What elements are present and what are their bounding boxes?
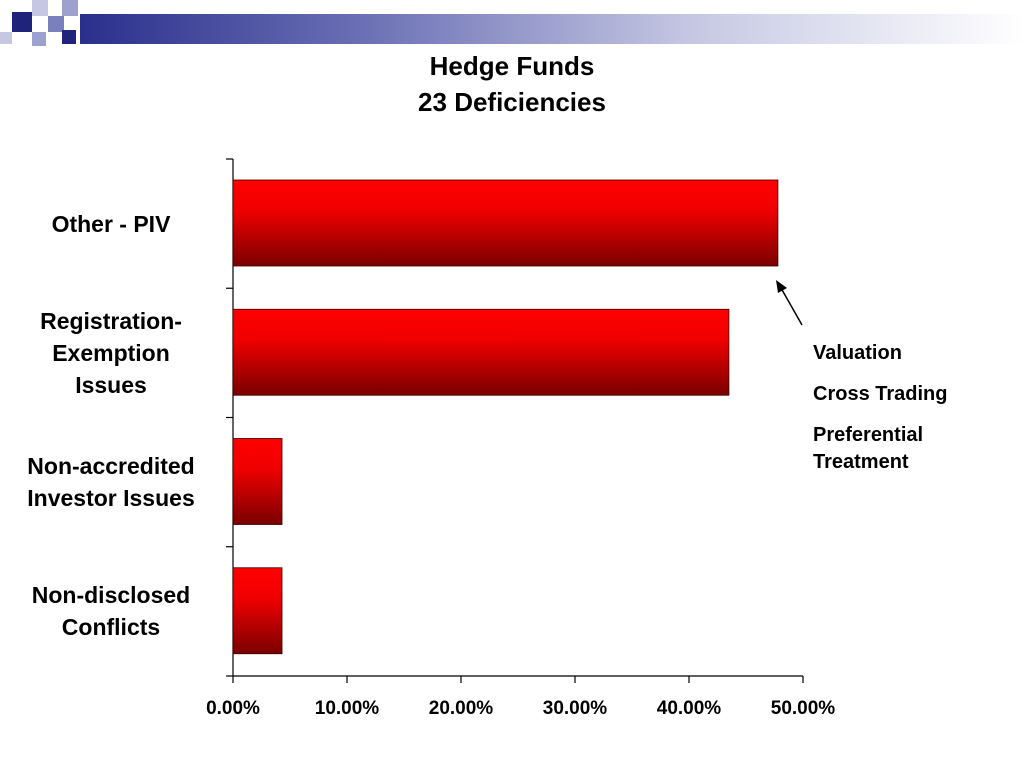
- x-tick-label: 10.00%: [315, 698, 380, 719]
- category-label-line: Issues: [75, 371, 147, 398]
- category-label-line: Registration-: [40, 307, 182, 334]
- bar: [232, 179, 779, 267]
- x-tick-label: 0.00%: [206, 698, 260, 719]
- header-square: [12, 12, 32, 32]
- category-label: Registration- Exemption Issues: [6, 305, 216, 401]
- header-square: [32, 0, 48, 16]
- callout-item: Valuation: [813, 342, 902, 364]
- chart-title: Hedge Funds: [429, 51, 595, 81]
- callout-arrow-head: [776, 280, 787, 293]
- chart-title-block: Hedge Funds 23 Deficiencies: [0, 48, 1024, 120]
- header-square: [32, 32, 46, 46]
- bars: [232, 179, 779, 655]
- x-tick-label: 20.00%: [429, 698, 494, 719]
- x-tick-labels: 0.00% 10.00% 20.00% 30.00% 40.00% 50.00%: [206, 698, 835, 719]
- header-gradient-stripe: [80, 14, 1024, 44]
- callout-item: Cross Trading: [813, 383, 948, 405]
- category-label-line: Investor Issues: [27, 485, 195, 512]
- header-square: [0, 32, 12, 44]
- category-label: Non-accredited Investor Issues: [6, 450, 216, 514]
- category-label-line: Non-disclosed: [31, 582, 191, 609]
- callout-arrow-line: [780, 287, 803, 326]
- bar: [232, 308, 730, 396]
- bar: [232, 567, 283, 655]
- x-tick-label: 40.00%: [657, 698, 722, 719]
- category-label-line: Non-accredited: [27, 453, 195, 480]
- category-label: Other - PIV: [6, 208, 216, 240]
- category-label: Non-disclosed Conflicts: [6, 579, 216, 643]
- category-label-line: Conflicts: [61, 614, 161, 641]
- callout-item: Preferential Treatment: [813, 424, 924, 473]
- category-label-line: Other - PIV: [51, 210, 171, 237]
- callout-text: Valuation Cross Trading Preferential Tre…: [813, 340, 1013, 490]
- header-square: [48, 16, 64, 32]
- header-band: [0, 0, 1024, 62]
- bar: [232, 438, 283, 525]
- category-label-line: Exemption: [52, 339, 170, 366]
- chart-subtitle: 23 Deficiencies: [418, 87, 606, 117]
- x-tick-label: 50.00%: [771, 698, 836, 719]
- x-tick-label: 30.00%: [543, 698, 608, 719]
- header-square: [62, 30, 76, 44]
- header-square: [62, 0, 78, 16]
